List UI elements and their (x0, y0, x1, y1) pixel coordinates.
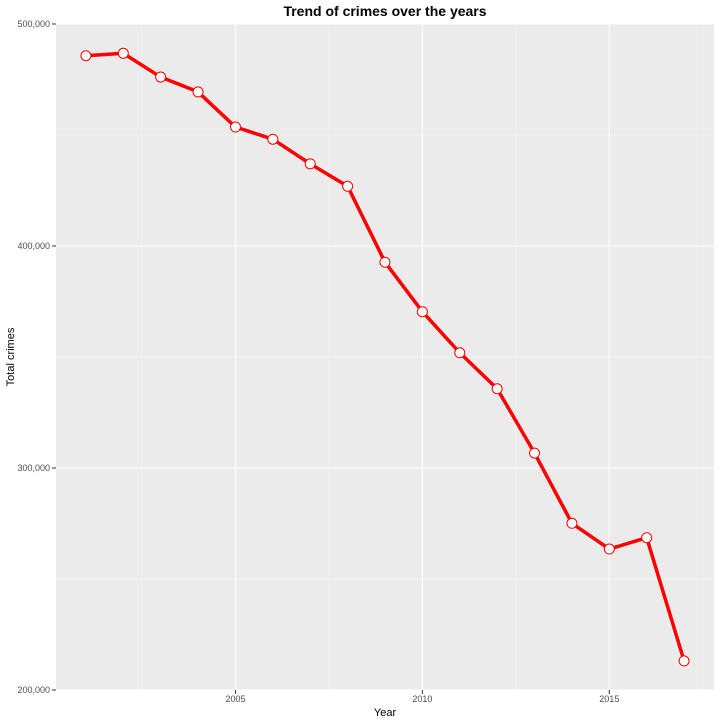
y-axis-title: Total crimes (5, 327, 17, 386)
data-point (155, 71, 167, 83)
data-point (117, 47, 129, 59)
y-tick-label: 500,000 (17, 19, 50, 29)
x-axis: 2005 2010 2015 (225, 690, 619, 704)
x-tick-label: 2005 (225, 694, 245, 704)
data-point (491, 383, 503, 395)
y-tick-label: 300,000 (17, 463, 50, 473)
minor-gridlines (56, 24, 714, 690)
data-point (416, 306, 428, 318)
data-point (566, 517, 578, 529)
data-point (192, 86, 204, 98)
markers-layer (80, 47, 690, 667)
y-axis: 200,000 300,000 400,000 500,000 (17, 19, 56, 695)
data-point (678, 655, 690, 667)
data-point (267, 133, 279, 145)
data-point (454, 347, 466, 359)
data-point (641, 532, 653, 544)
data-point (304, 158, 316, 170)
data-point (80, 50, 92, 62)
major-gridlines (56, 23, 714, 691)
data-point (379, 256, 391, 268)
x-tick-label: 2010 (412, 694, 432, 704)
x-axis-title: Year (374, 707, 397, 719)
y-tick-label: 400,000 (17, 241, 50, 251)
y-tick-label: 200,000 (17, 685, 50, 695)
data-point (342, 180, 354, 192)
data-point (603, 543, 615, 555)
data-point (529, 447, 541, 459)
chart-title: Trend of crimes over the years (283, 3, 486, 19)
data-point (229, 121, 241, 133)
x-tick-label: 2015 (599, 694, 619, 704)
